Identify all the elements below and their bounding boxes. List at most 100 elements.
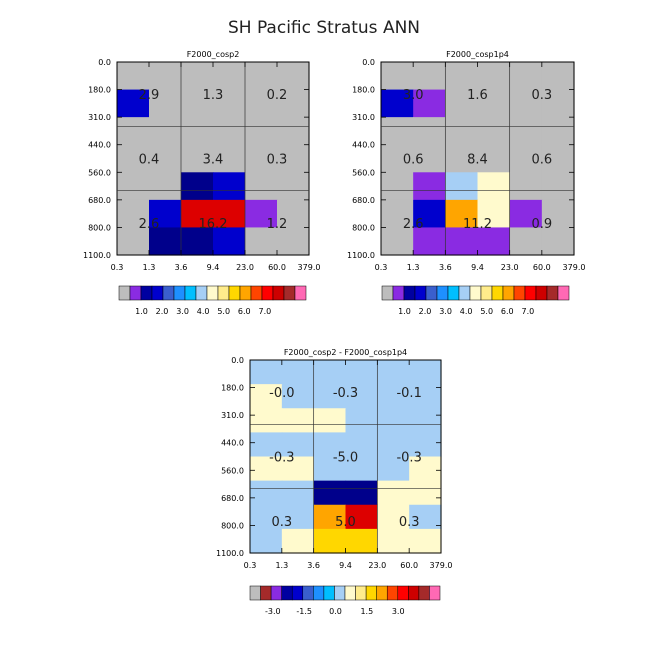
heatmap-cell xyxy=(313,384,347,409)
colorbar-swatch xyxy=(491,285,504,301)
heatmap-cell xyxy=(377,360,410,385)
heatmap-cell xyxy=(445,89,479,118)
colorbar-label: 5.0 xyxy=(217,307,230,316)
colorbar-label: 7.0 xyxy=(258,307,271,316)
heatmap-cell xyxy=(509,227,543,256)
heatmap-cell xyxy=(250,384,283,409)
x-tick-label: 379.0 xyxy=(298,263,321,272)
heatmap-cell xyxy=(313,480,347,506)
data-label: 3.4 xyxy=(203,153,224,168)
heatmap-cell xyxy=(149,62,182,91)
x-tick-label: 0.3 xyxy=(244,561,257,570)
colorbar-label: 7.0 xyxy=(521,307,534,316)
heatmap-cell xyxy=(213,89,246,118)
heatmap-cell xyxy=(509,199,543,229)
heatmap-cell xyxy=(281,384,315,409)
y-tick-label: 310.0 xyxy=(88,113,111,122)
y-tick-label: 800.0 xyxy=(221,521,244,530)
heatmap-cell xyxy=(313,456,347,482)
colorbar-label: 4.0 xyxy=(197,307,210,316)
heatmap-cell xyxy=(250,504,283,530)
heatmap-cell xyxy=(181,227,214,256)
heatmap-cell xyxy=(477,117,511,146)
heatmap-cell xyxy=(381,117,414,146)
heatmap-cell xyxy=(245,172,278,201)
data-label: 1.2 xyxy=(267,217,288,232)
heatmap-cell xyxy=(541,62,575,91)
panel-title: F2000_cosp2 xyxy=(187,50,240,59)
x-tick-label: 1.3 xyxy=(407,263,420,272)
heatmap-cell xyxy=(213,199,246,229)
y-tick-label: 0.0 xyxy=(98,58,111,67)
data-label: -0.3 xyxy=(396,451,421,466)
data-label: -0.1 xyxy=(396,386,421,401)
colorbar-swatch xyxy=(151,285,164,301)
heatmap-cell xyxy=(250,408,283,433)
colorbar-swatch xyxy=(272,285,285,301)
heatmap-cell xyxy=(477,89,511,118)
heatmap-cell xyxy=(149,227,182,256)
colorbar-swatch xyxy=(270,585,282,601)
heatmap-cell xyxy=(345,360,378,385)
data-label: 1.6 xyxy=(467,88,488,103)
heatmap-cell xyxy=(345,528,378,554)
data-label: 2.6 xyxy=(139,217,160,232)
heatmap-cell xyxy=(245,199,278,229)
heatmap-cell xyxy=(377,480,410,506)
y-tick-label: 440.0 xyxy=(88,141,111,150)
heatmap-cell xyxy=(541,227,575,256)
colorbar-swatch xyxy=(546,285,559,301)
heatmap-cell xyxy=(313,504,347,530)
heatmap-cell xyxy=(413,117,446,146)
colorbar-swatch xyxy=(162,285,175,301)
heatmap-cell xyxy=(413,62,446,91)
colorbar-swatch xyxy=(397,585,409,601)
colorbar-swatch xyxy=(239,285,252,301)
heatmap-cell xyxy=(377,528,410,554)
colorbar-swatch xyxy=(458,285,471,301)
heatmap-cell xyxy=(281,432,315,458)
heatmap-cell xyxy=(181,117,214,146)
heatmap-cell xyxy=(445,227,479,256)
colorbar-swatch xyxy=(524,285,537,301)
heatmap-cell xyxy=(117,117,150,146)
heatmap-cell xyxy=(149,144,182,173)
heatmap-cell xyxy=(381,172,414,201)
heatmap-cell xyxy=(281,480,315,506)
heatmap-cell xyxy=(477,199,511,229)
colorbar-swatch xyxy=(447,285,460,301)
colorbar-swatch xyxy=(425,285,438,301)
heatmap-cell xyxy=(117,89,150,118)
heatmap-cell xyxy=(409,480,442,506)
colorbar-swatch xyxy=(418,585,430,601)
heatmap-cell xyxy=(509,89,543,118)
colorbar-swatch xyxy=(228,285,241,301)
heatmap-cell xyxy=(377,408,410,433)
heatmap-cell xyxy=(477,144,511,173)
colorbar-swatch xyxy=(381,285,394,301)
y-tick-label: 680.0 xyxy=(221,494,244,503)
heatmap-cell xyxy=(345,504,378,530)
data-label: 0.2 xyxy=(267,88,288,103)
heatmap-cell xyxy=(117,62,150,91)
colorbar-swatch xyxy=(344,585,356,601)
x-tick-label: 60.0 xyxy=(533,263,551,272)
heatmap-cell xyxy=(345,480,378,506)
heatmap-cell xyxy=(477,62,511,91)
x-tick-label: 3.6 xyxy=(175,263,188,272)
heatmap-cell xyxy=(409,432,442,458)
data-label: 11.2 xyxy=(463,217,492,232)
heatmap-cell xyxy=(409,360,442,385)
heatmap-cell xyxy=(117,172,150,201)
heatmap-cell xyxy=(445,199,479,229)
colorbar-swatch xyxy=(184,285,197,301)
y-tick-label: 800.0 xyxy=(88,223,111,232)
y-tick-label: 680.0 xyxy=(352,196,375,205)
data-label: 0.4 xyxy=(139,153,160,168)
data-label: -0.0 xyxy=(269,386,294,401)
heatmap-cell xyxy=(181,144,214,173)
colorbar-label: 3.0 xyxy=(176,307,189,316)
colorbar-label: 6.0 xyxy=(238,307,251,316)
heatmap-cell xyxy=(281,408,315,433)
